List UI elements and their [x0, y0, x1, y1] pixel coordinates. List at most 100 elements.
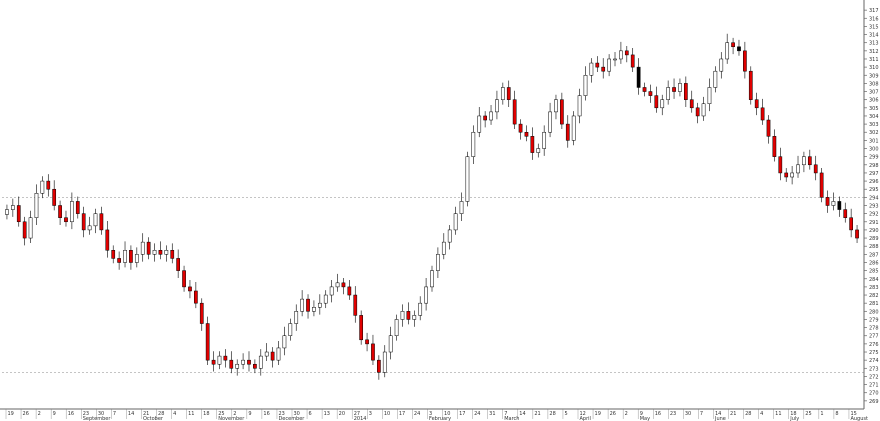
x-day-label: 23 — [83, 411, 89, 417]
y-tick-label: 290 — [869, 228, 879, 234]
x-day-label: 15 — [850, 411, 856, 417]
x-day-label: 5 — [564, 411, 567, 417]
x-day-label: 7 — [113, 411, 116, 417]
x-month-label: February — [429, 416, 451, 421]
candle-body — [837, 201, 842, 210]
x-month-label: March — [504, 416, 519, 421]
y-tick-label: 274 — [869, 358, 879, 364]
x-day-label: 30 — [294, 411, 300, 417]
candle-body — [766, 119, 771, 137]
candle-body — [359, 315, 364, 341]
x-day-label: 7 — [700, 411, 703, 417]
candle-body — [317, 302, 322, 308]
candle-body — [117, 258, 121, 263]
candle-body — [282, 335, 287, 349]
candle-body — [205, 323, 210, 361]
candle-body — [188, 286, 192, 292]
candle-body — [689, 99, 694, 109]
x-day-label: 11 — [188, 411, 194, 417]
candle-body — [725, 42, 730, 60]
candle-body — [843, 209, 848, 218]
y-tick-label: 317 — [869, 8, 879, 14]
x-day-label: 19 — [8, 411, 14, 417]
x-day-label: 21 — [730, 411, 736, 417]
candle-body — [412, 315, 417, 320]
x-day-label: 28 — [549, 411, 555, 417]
x-day-label: 28 — [745, 411, 751, 417]
x-day-label: 14 — [715, 411, 721, 417]
candle-body — [695, 107, 700, 117]
x-day-label: 3 — [429, 411, 432, 417]
y-tick-label: 278 — [869, 326, 879, 332]
candle-body — [258, 355, 263, 369]
candle-body — [524, 131, 529, 137]
candle-body — [548, 111, 552, 133]
y-tick-label: 281 — [869, 301, 879, 307]
candle-body — [235, 363, 240, 369]
x-day-label: 25 — [218, 411, 224, 417]
x-day-label: 13 — [324, 411, 330, 417]
candle-body — [5, 209, 9, 215]
y-tick-label: 298 — [869, 163, 879, 169]
candle-body — [530, 136, 535, 153]
x-month-label: November — [218, 416, 245, 421]
candle-body — [353, 294, 358, 316]
x-day-label: 2 — [233, 411, 236, 417]
x-day-label: 4 — [173, 411, 176, 417]
candle-body — [16, 205, 21, 223]
candle-body — [447, 229, 452, 243]
candle-body — [400, 311, 405, 320]
candle-body — [241, 359, 245, 365]
candle-body — [182, 270, 186, 288]
y-tick-label: 311 — [869, 57, 879, 63]
candle-body — [536, 148, 541, 153]
candle-body — [796, 164, 800, 174]
x-day-label: 9 — [248, 411, 251, 417]
x-day-label: 24 — [414, 411, 420, 417]
y-tick-label: 300 — [869, 147, 879, 153]
candle-body — [748, 70, 753, 100]
y-tick-label: 293 — [869, 204, 879, 210]
x-month-label: October — [143, 416, 164, 421]
candle-body — [105, 229, 110, 251]
x-day-label: 26 — [23, 411, 29, 417]
y-tick-label: 283 — [869, 285, 879, 291]
x-day-label: 21 — [143, 411, 149, 417]
candle-body — [819, 172, 824, 198]
candle-body — [270, 351, 275, 361]
candle-body — [483, 115, 487, 121]
y-tick-label: 279 — [869, 317, 879, 323]
y-tick-label: 313 — [869, 41, 879, 47]
candle-body — [52, 188, 57, 206]
candle-body — [11, 205, 15, 210]
candle-body — [424, 286, 428, 304]
y-tick-label: 314 — [869, 33, 879, 39]
x-day-label: 20 — [339, 411, 345, 417]
candle-body — [64, 217, 68, 223]
y-tick-label: 295 — [869, 187, 879, 193]
y-tick-label: 306 — [869, 98, 879, 104]
x-day-label: 12 — [580, 411, 586, 417]
candle-body — [589, 62, 594, 76]
x-day-label: 30 — [98, 411, 104, 417]
candle-body — [560, 99, 564, 125]
candle-body — [683, 83, 688, 100]
candle-body — [807, 156, 812, 166]
candle-body — [341, 282, 346, 288]
candle-body — [176, 258, 181, 271]
candle-body — [459, 201, 464, 214]
candle-body — [831, 201, 836, 206]
candle-body — [377, 359, 381, 373]
candle-body — [672, 87, 676, 92]
x-month-label: April — [580, 416, 591, 421]
y-tick-label: 280 — [869, 309, 879, 315]
y-tick-label: 292 — [869, 212, 879, 218]
x-day-label: 10 — [444, 411, 450, 417]
candle-body — [713, 70, 718, 88]
candle-body — [335, 282, 340, 288]
x-day-label: 4 — [760, 411, 763, 417]
x-day-label: 30 — [685, 411, 691, 417]
candle-body — [813, 164, 818, 174]
y-tick-label: 277 — [869, 334, 879, 340]
